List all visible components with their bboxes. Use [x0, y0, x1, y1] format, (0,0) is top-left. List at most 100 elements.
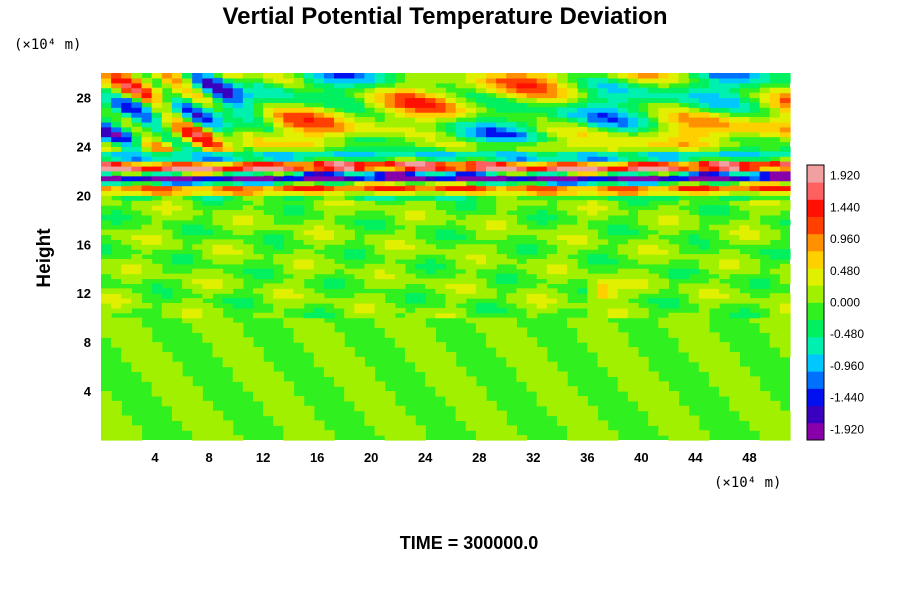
- heatmap-cell: [678, 151, 690, 157]
- heatmap-cell: [678, 342, 690, 348]
- heatmap-cell: [242, 347, 254, 353]
- heatmap-cell: [739, 161, 751, 167]
- heatmap-cell: [111, 185, 122, 192]
- heatmap-cell: [101, 87, 112, 94]
- heatmap-cell: [323, 210, 335, 216]
- y-tick-label: 12: [77, 286, 91, 301]
- heatmap-cell: [749, 224, 761, 231]
- heatmap-cell: [546, 131, 558, 138]
- heatmap-cell: [455, 376, 467, 382]
- heatmap-cell: [658, 92, 670, 99]
- heatmap-cell: [263, 107, 274, 113]
- heatmap-cell: [313, 97, 325, 103]
- heatmap-cell: [323, 73, 335, 79]
- heatmap-cell: [364, 307, 376, 314]
- heatmap-cell: [475, 219, 487, 226]
- heatmap-cell: [313, 356, 325, 363]
- heatmap-cell: [496, 317, 507, 324]
- heatmap-cell: [435, 112, 447, 118]
- heatmap-cell: [242, 224, 254, 231]
- heatmap-cell: [597, 205, 609, 211]
- heatmap-cell: [658, 395, 670, 402]
- heatmap-cell: [486, 87, 497, 94]
- heatmap-cell: [171, 97, 183, 103]
- heatmap-cell: [344, 77, 355, 84]
- heatmap-cell: [445, 395, 457, 402]
- heatmap-cell: [283, 151, 295, 157]
- heatmap-cell: [739, 180, 751, 187]
- heatmap-cell: [232, 121, 244, 128]
- heatmap-cell: [749, 391, 761, 397]
- heatmap-cell: [323, 283, 335, 289]
- heatmap-cell: [222, 170, 234, 177]
- heatmap-cell: [587, 302, 599, 309]
- heatmap-cell: [648, 156, 659, 162]
- heatmap-cell: [101, 82, 112, 89]
- heatmap-cell: [161, 136, 173, 143]
- heatmap-cell: [506, 337, 518, 343]
- heatmap-cell: [273, 302, 284, 309]
- heatmap-cell: [101, 151, 112, 157]
- heatmap-cell: [668, 430, 680, 436]
- heatmap-cell: [232, 161, 244, 167]
- heatmap-cell: [688, 347, 700, 353]
- heatmap-cell: [556, 126, 568, 133]
- heatmap-cell: [252, 92, 264, 99]
- heatmap-cell: [192, 307, 203, 314]
- heatmap-cell: [374, 219, 386, 226]
- heatmap-cell: [415, 102, 426, 108]
- heatmap-cell: [222, 425, 234, 431]
- heatmap-cell: [556, 391, 568, 397]
- heatmap-cell: [577, 107, 588, 113]
- heatmap-cell: [486, 332, 497, 338]
- heatmap-cell: [212, 430, 224, 436]
- heatmap-cell: [374, 425, 386, 431]
- heatmap-cell: [232, 435, 244, 441]
- heatmap-cell: [263, 293, 274, 299]
- heatmap-cell: [354, 73, 366, 79]
- heatmap-cell: [627, 371, 639, 377]
- heatmap-cell: [384, 312, 396, 319]
- heatmap-cell: [151, 180, 163, 187]
- heatmap-cell: [141, 366, 153, 373]
- heatmap-cell: [587, 175, 599, 182]
- heatmap-cell: [607, 347, 619, 353]
- heatmap-cell: [384, 205, 396, 211]
- heatmap-cell: [394, 131, 406, 138]
- heatmap-cell: [739, 77, 751, 84]
- heatmap-cell: [202, 254, 214, 260]
- heatmap-cell: [303, 219, 315, 226]
- heatmap-cell: [141, 332, 153, 338]
- heatmap-cell: [627, 293, 639, 299]
- heatmap-cell: [597, 82, 609, 89]
- heatmap-cell: [131, 170, 143, 177]
- heatmap-cell: [678, 175, 690, 182]
- heatmap-cell: [313, 263, 325, 270]
- heatmap-cell: [182, 317, 193, 324]
- heatmap-cell: [719, 87, 730, 94]
- heatmap-cell: [111, 317, 122, 324]
- heatmap-cell: [232, 356, 244, 363]
- heatmap-cell: [617, 307, 629, 314]
- heatmap-cell: [131, 337, 143, 343]
- heatmap-cell: [131, 165, 143, 172]
- heatmap-cell: [252, 386, 264, 392]
- heatmap-cell: [273, 376, 284, 382]
- heatmap-cell: [678, 327, 690, 333]
- heatmap-cell: [759, 405, 771, 412]
- heatmap-cell: [486, 102, 497, 108]
- heatmap-cell: [465, 405, 477, 412]
- heatmap-cell: [242, 82, 254, 89]
- heatmap-cell: [708, 351, 720, 358]
- heatmap-cell: [638, 161, 649, 167]
- heatmap-cell: [465, 425, 477, 431]
- heatmap-cell: [769, 332, 781, 338]
- heatmap-cell: [739, 219, 751, 226]
- heatmap-cell: [394, 195, 406, 201]
- heatmap-cell: [546, 391, 558, 397]
- heatmap-cell: [688, 190, 700, 196]
- heatmap-cell: [465, 263, 477, 270]
- heatmap-cell: [708, 175, 720, 182]
- heatmap-cell: [121, 136, 132, 143]
- heatmap-cell: [779, 298, 791, 304]
